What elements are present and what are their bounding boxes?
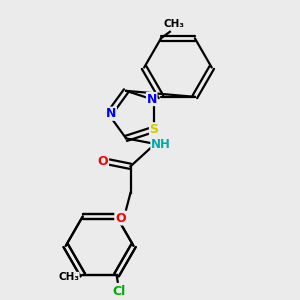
Text: Cl: Cl — [112, 285, 125, 298]
Text: N: N — [106, 107, 116, 120]
Text: N: N — [146, 92, 157, 106]
Text: NH: NH — [151, 138, 171, 151]
Text: S: S — [149, 123, 158, 136]
Text: O: O — [98, 154, 109, 167]
Text: CH₃: CH₃ — [58, 272, 79, 282]
Text: O: O — [115, 212, 125, 225]
Text: CH₃: CH₃ — [163, 20, 184, 29]
